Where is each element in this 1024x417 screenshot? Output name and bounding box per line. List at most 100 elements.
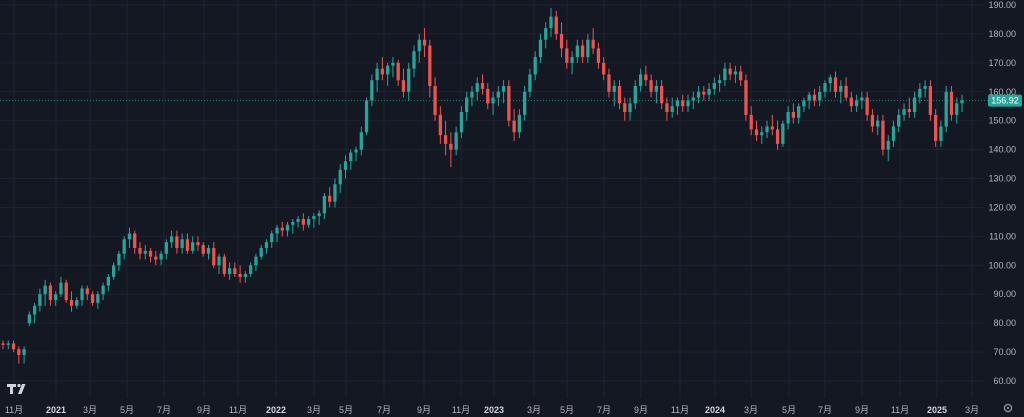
- candle[interactable]: [649, 74, 653, 98]
- price-axis[interactable]: 190.00 180.00 170.00 160.00 150.00 140.00 130.…: [988, 0, 1016, 386]
- candle[interactable]: [617, 80, 622, 110]
- candle[interactable]: [891, 120, 896, 147]
- candle[interactable]: [270, 230, 274, 248]
- candle[interactable]: [222, 253, 226, 277]
- candle[interactable]: [106, 273, 111, 292]
- candle[interactable]: [127, 227, 132, 248]
- candle[interactable]: [154, 250, 158, 266]
- candle[interactable]: [201, 242, 205, 257]
- candle[interactable]: [407, 62, 411, 101]
- candle[interactable]: [391, 57, 395, 78]
- candle[interactable]: [280, 221, 284, 237]
- candle[interactable]: [955, 97, 959, 124]
- candle[interactable]: [475, 77, 479, 101]
- candle[interactable]: [675, 97, 680, 115]
- candle[interactable]: [43, 279, 47, 306]
- candle[interactable]: [249, 262, 253, 277]
- candle[interactable]: [934, 109, 938, 147]
- candle[interactable]: [528, 68, 532, 98]
- candle[interactable]: [138, 242, 142, 260]
- candle[interactable]: [148, 247, 153, 263]
- candle[interactable]: [380, 57, 385, 81]
- candle[interactable]: [291, 219, 295, 234]
- candle[interactable]: [660, 80, 664, 110]
- candle[interactable]: [359, 126, 363, 156]
- candle[interactable]: [64, 279, 68, 303]
- candle[interactable]: [949, 85, 954, 121]
- candle[interactable]: [638, 68, 643, 92]
- candle[interactable]: [775, 120, 780, 150]
- candle[interactable]: [886, 135, 890, 162]
- candle[interactable]: [538, 33, 543, 63]
- candle[interactable]: [343, 155, 348, 179]
- candle[interactable]: [254, 253, 258, 272]
- candle[interactable]: [275, 224, 279, 243]
- candle[interactable]: [533, 51, 537, 81]
- candle[interactable]: [833, 71, 838, 98]
- candle[interactable]: [185, 233, 190, 254]
- candle[interactable]: [90, 291, 95, 306]
- candle[interactable]: [839, 80, 843, 104]
- candle[interactable]: [69, 291, 74, 312]
- candle[interactable]: [75, 297, 79, 309]
- candle[interactable]: [306, 216, 311, 228]
- candle[interactable]: [496, 85, 500, 107]
- candle[interactable]: [607, 68, 611, 98]
- candle[interactable]: [6, 340, 10, 350]
- candle[interactable]: [623, 97, 627, 121]
- candle[interactable]: [523, 85, 527, 121]
- candle[interactable]: [602, 57, 606, 81]
- candle[interactable]: [807, 91, 811, 110]
- candle[interactable]: [570, 51, 574, 75]
- candle[interactable]: [754, 120, 759, 141]
- candle[interactable]: [828, 74, 832, 92]
- candle[interactable]: [876, 114, 880, 136]
- candle[interactable]: [739, 65, 743, 86]
- candle[interactable]: [454, 126, 458, 156]
- candle[interactable]: [296, 216, 300, 228]
- candle[interactable]: [333, 178, 337, 208]
- candle[interactable]: [443, 120, 448, 156]
- candle[interactable]: [386, 62, 390, 86]
- candle[interactable]: [844, 77, 848, 101]
- candle[interactable]: [749, 106, 753, 136]
- candle[interactable]: [122, 236, 126, 260]
- candle[interactable]: [38, 288, 42, 312]
- candle[interactable]: [259, 245, 263, 260]
- candle[interactable]: [11, 340, 16, 353]
- candle[interactable]: [354, 146, 358, 162]
- candle[interactable]: [501, 80, 506, 104]
- candle[interactable]: [112, 262, 116, 280]
- candle[interactable]: [512, 109, 516, 141]
- candle[interactable]: [80, 285, 84, 306]
- candle[interactable]: [328, 187, 332, 208]
- candle[interactable]: [712, 77, 716, 95]
- candle[interactable]: [217, 253, 221, 274]
- candle[interactable]: [101, 282, 105, 301]
- candle[interactable]: [902, 103, 906, 121]
- candle[interactable]: [48, 282, 53, 306]
- candle[interactable]: [802, 97, 806, 113]
- candle[interactable]: [117, 250, 121, 272]
- candle[interactable]: [681, 94, 685, 113]
- candle[interactable]: [781, 120, 785, 147]
- candle[interactable]: [665, 97, 669, 121]
- candle[interactable]: [849, 91, 853, 113]
- candle[interactable]: [196, 236, 200, 251]
- candle[interactable]: [596, 42, 601, 69]
- candle[interactable]: [412, 45, 416, 78]
- candle[interactable]: [206, 245, 211, 260]
- tradingview-logo-icon[interactable]: [7, 383, 26, 394]
- candle[interactable]: [760, 126, 764, 144]
- candle[interactable]: [860, 91, 864, 110]
- candle[interactable]: [85, 285, 89, 301]
- candle[interactable]: [465, 91, 469, 121]
- candle[interactable]: [691, 91, 695, 110]
- candle[interactable]: [791, 103, 796, 124]
- candle[interactable]: [591, 28, 595, 55]
- candle[interactable]: [907, 97, 911, 118]
- candle[interactable]: [575, 39, 579, 63]
- candle[interactable]: [633, 80, 637, 110]
